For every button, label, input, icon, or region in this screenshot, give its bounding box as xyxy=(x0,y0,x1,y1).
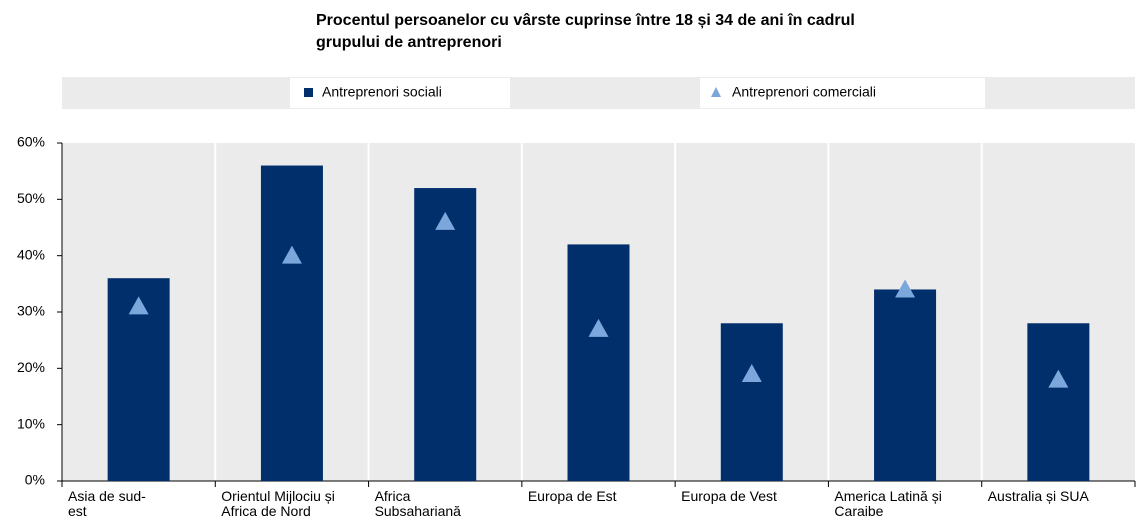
legend-label: Antreprenori comerciali xyxy=(732,84,876,100)
marker xyxy=(435,211,456,230)
y-tick-label: 30% xyxy=(17,303,45,319)
bar xyxy=(567,244,630,481)
marker xyxy=(128,296,149,315)
y-tick-label: 50% xyxy=(17,190,45,206)
legend-box xyxy=(700,78,985,108)
y-tick-label: 0% xyxy=(25,472,45,488)
marker xyxy=(588,318,609,337)
marker xyxy=(1048,369,1069,388)
bar xyxy=(720,323,783,481)
y-tick-label: 40% xyxy=(17,246,45,262)
marker xyxy=(741,363,762,382)
bar xyxy=(260,165,323,482)
marker xyxy=(281,245,302,264)
legend-box xyxy=(290,78,510,108)
x-tick-label: Europa de Vest xyxy=(681,488,777,504)
legend-label: Antreprenori sociali xyxy=(322,84,442,100)
y-tick-label: 20% xyxy=(17,359,45,375)
bar xyxy=(1027,323,1090,481)
y-tick-label: 10% xyxy=(17,415,45,431)
x-tick-label: Australia și SUA xyxy=(987,488,1089,504)
chart-title: Procentul persoanelor cu vârste cuprinse… xyxy=(316,12,855,51)
x-tick-label: America Latină și Caraibe xyxy=(834,488,942,519)
legend-marker xyxy=(304,88,313,97)
x-tick-label: Orientul Mijlociu și Africa de Nord xyxy=(221,488,335,519)
legend-marker xyxy=(711,87,721,97)
y-tick-label: 60% xyxy=(17,134,45,150)
bar xyxy=(414,188,477,482)
x-tick-label: Europa de Est xyxy=(527,488,617,504)
x-tick-label: Africa Subsahariană xyxy=(374,488,461,519)
x-tick-label: Asia de sud-est xyxy=(68,488,146,519)
bar xyxy=(874,289,937,481)
marker xyxy=(895,279,916,298)
